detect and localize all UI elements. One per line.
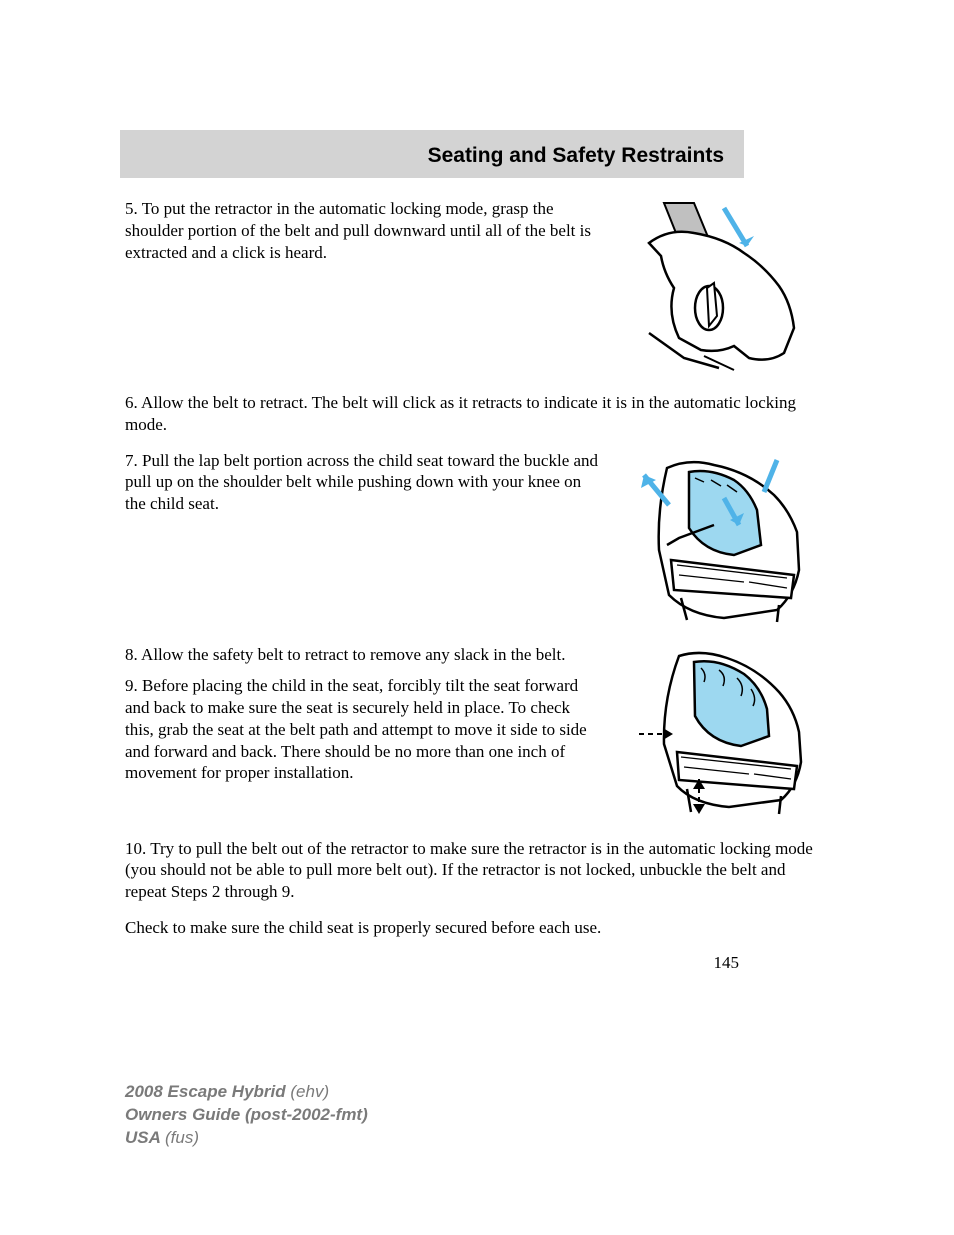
footer-region: USA: [125, 1128, 165, 1147]
page-container: Seating and Safety Restraints 5. To put …: [0, 0, 954, 1235]
step8-9-text-col: 8. Allow the safety belt to retract to r…: [125, 644, 619, 824]
step9-text: 9. Before placing the child in the seat,…: [125, 675, 599, 784]
footer-line2: Owners Guide (post-2002-fmt): [125, 1104, 368, 1127]
step10-text: 10. Try to pull the belt out of the retr…: [125, 838, 829, 903]
section-title: Seating and Safety Restraints: [140, 144, 724, 168]
step5-text: 5. To put the retractor in the automatic…: [125, 198, 619, 378]
footer-line1: 2008 Escape Hybrid (ehv): [125, 1081, 368, 1104]
footer-block: 2008 Escape Hybrid (ehv) Owners Guide (p…: [125, 1081, 368, 1150]
footer-vehicle: 2008 Escape Hybrid: [125, 1082, 290, 1101]
footer-vehicle-code: (ehv): [290, 1082, 329, 1101]
final-check-text: Check to make sure the child seat is pro…: [125, 917, 829, 939]
page-number: 145: [125, 953, 829, 973]
step7-text: 7. Pull the lap belt portion across the …: [125, 450, 619, 630]
step5-row: 5. To put the retractor in the automatic…: [125, 198, 829, 378]
footer-guide: Owners Guide (post-2002-fmt): [125, 1105, 368, 1124]
step8-text: 8. Allow the safety belt to retract to r…: [125, 644, 599, 666]
section-header: Seating and Safety Restraints: [120, 130, 744, 178]
step6-text: 6. Allow the belt to retract. The belt w…: [125, 392, 829, 436]
footer-region-code: (fus): [165, 1128, 199, 1147]
step5-illustration: [619, 198, 829, 378]
childseat-tilt-check-icon: [619, 644, 829, 824]
step7-row: 7. Pull the lap belt portion across the …: [125, 450, 829, 630]
childseat-lap-belt-icon: [619, 450, 829, 630]
step9-illustration: [619, 644, 829, 824]
step8-9-row: 8. Allow the safety belt to retract to r…: [125, 644, 829, 824]
childseat-belt-pull-icon: [619, 198, 829, 378]
footer-line3: USA (fus): [125, 1127, 368, 1150]
step7-illustration: [619, 450, 829, 630]
